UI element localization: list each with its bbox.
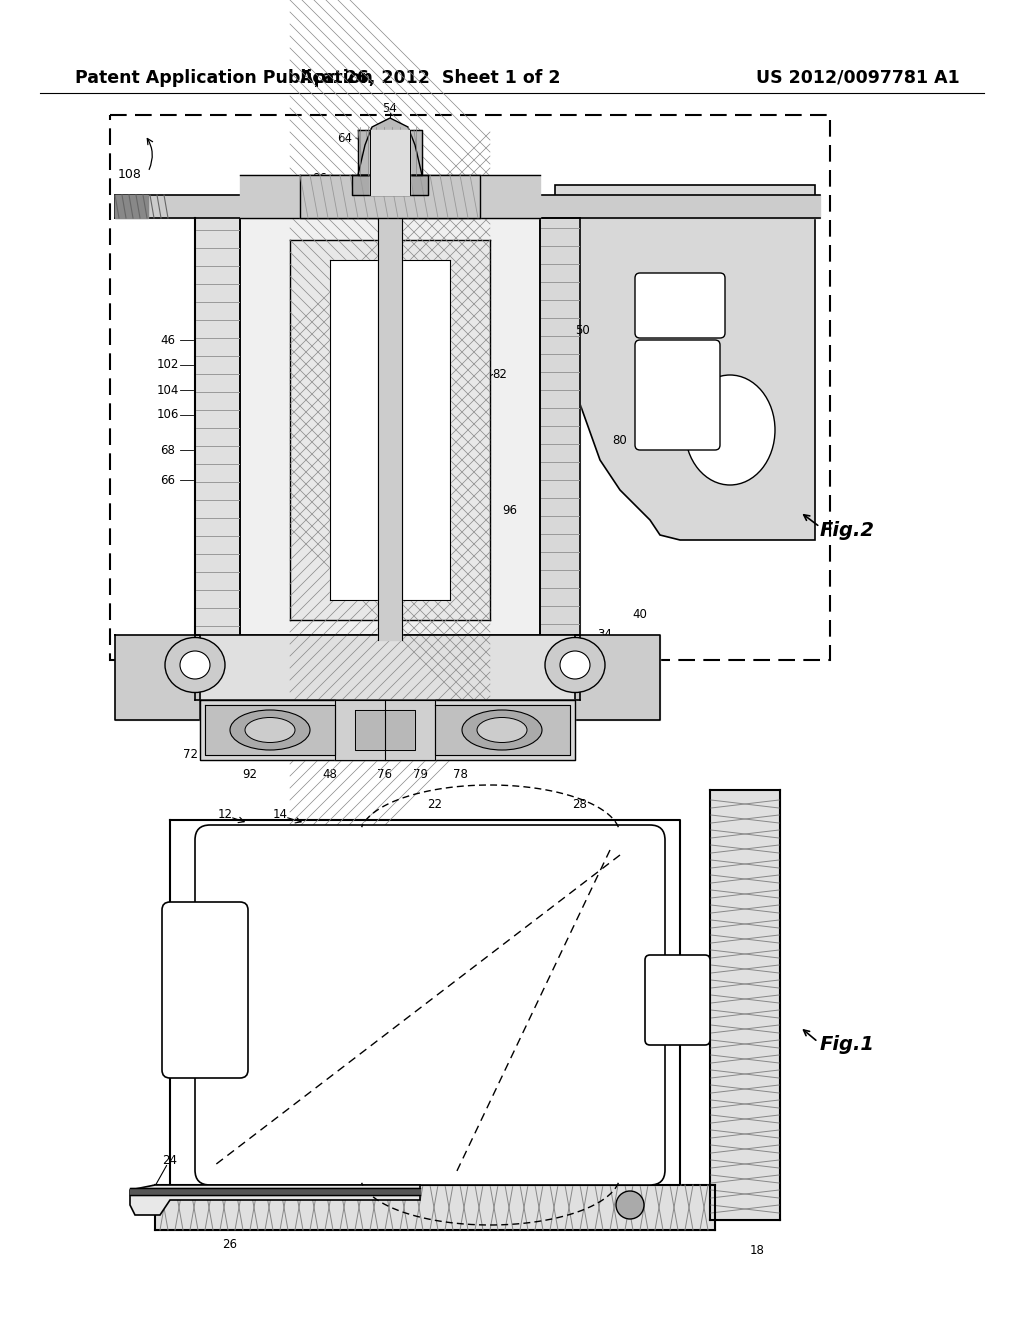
Text: 30: 30 — [338, 913, 352, 927]
Ellipse shape — [560, 651, 590, 678]
Polygon shape — [555, 185, 815, 540]
FancyBboxPatch shape — [162, 902, 248, 1078]
Polygon shape — [352, 176, 428, 195]
Text: Apr. 26, 2012  Sheet 1 of 2: Apr. 26, 2012 Sheet 1 of 2 — [300, 69, 560, 87]
Text: 96: 96 — [302, 483, 317, 496]
Text: 84: 84 — [362, 379, 378, 392]
Polygon shape — [130, 1188, 420, 1195]
Text: 48: 48 — [323, 768, 338, 781]
Ellipse shape — [616, 1191, 644, 1218]
Text: 38: 38 — [583, 678, 597, 692]
Text: 102: 102 — [157, 359, 179, 371]
Polygon shape — [575, 635, 660, 719]
Text: 104: 104 — [157, 384, 179, 396]
Text: 50: 50 — [575, 323, 590, 337]
Text: 94: 94 — [553, 653, 567, 667]
Text: 22: 22 — [427, 799, 442, 812]
Text: 18: 18 — [750, 1243, 765, 1257]
Text: 68: 68 — [161, 444, 175, 457]
Polygon shape — [358, 129, 422, 176]
Text: 52: 52 — [463, 413, 477, 426]
Text: Fig.1: Fig.1 — [820, 1035, 874, 1055]
Text: 46: 46 — [161, 334, 175, 346]
Polygon shape — [115, 635, 200, 719]
Polygon shape — [358, 117, 422, 176]
Ellipse shape — [230, 710, 310, 750]
Text: 80: 80 — [612, 433, 628, 446]
Ellipse shape — [245, 718, 295, 742]
Polygon shape — [170, 820, 680, 1185]
Polygon shape — [378, 218, 402, 640]
Text: 76: 76 — [378, 768, 392, 781]
Text: 16: 16 — [333, 1159, 347, 1172]
Text: 34: 34 — [598, 628, 612, 642]
Text: 26: 26 — [222, 1238, 238, 1251]
Polygon shape — [240, 176, 540, 218]
Text: 20: 20 — [617, 983, 633, 997]
Text: 92: 92 — [243, 768, 257, 781]
Text: US 2012/0097781 A1: US 2012/0097781 A1 — [757, 69, 961, 87]
Polygon shape — [240, 218, 540, 635]
Text: 88: 88 — [392, 444, 408, 457]
Text: 28: 28 — [572, 799, 588, 812]
Text: 64: 64 — [338, 132, 352, 144]
Polygon shape — [115, 195, 148, 218]
Text: 22: 22 — [198, 1134, 213, 1147]
Polygon shape — [710, 789, 780, 1220]
Text: 86: 86 — [312, 172, 328, 185]
Text: 90: 90 — [140, 709, 156, 722]
Ellipse shape — [545, 638, 605, 693]
FancyBboxPatch shape — [635, 273, 725, 338]
Text: 66: 66 — [161, 474, 175, 487]
Polygon shape — [290, 240, 490, 620]
Text: 12: 12 — [217, 808, 232, 821]
Text: Patent Application Publication: Patent Application Publication — [75, 69, 373, 87]
Text: 78: 78 — [453, 768, 467, 781]
Polygon shape — [335, 700, 435, 760]
Polygon shape — [330, 260, 450, 601]
Text: 54: 54 — [383, 102, 397, 115]
Text: 32: 32 — [472, 983, 487, 997]
Polygon shape — [195, 635, 580, 700]
Ellipse shape — [180, 651, 210, 678]
Text: 72: 72 — [182, 748, 198, 762]
Polygon shape — [540, 218, 580, 635]
Polygon shape — [355, 710, 415, 750]
Text: 79: 79 — [413, 768, 427, 781]
Polygon shape — [155, 1185, 715, 1230]
Text: Fig.2: Fig.2 — [820, 520, 874, 540]
FancyBboxPatch shape — [195, 825, 665, 1185]
Text: 108: 108 — [118, 169, 142, 181]
Text: 14: 14 — [272, 808, 288, 821]
Polygon shape — [300, 176, 480, 218]
Text: 42: 42 — [453, 194, 468, 206]
Polygon shape — [370, 129, 410, 195]
Text: 56: 56 — [153, 668, 168, 681]
Ellipse shape — [477, 718, 527, 742]
Text: 106: 106 — [157, 408, 179, 421]
FancyBboxPatch shape — [635, 341, 720, 450]
Text: 10: 10 — [453, 1162, 467, 1175]
FancyBboxPatch shape — [110, 115, 830, 660]
Text: 96: 96 — [503, 503, 517, 516]
FancyBboxPatch shape — [645, 954, 710, 1045]
Polygon shape — [200, 700, 575, 760]
Polygon shape — [195, 218, 240, 640]
Text: 24: 24 — [163, 1154, 177, 1167]
Text: 40: 40 — [633, 609, 647, 622]
Ellipse shape — [165, 638, 225, 693]
Text: 82: 82 — [493, 368, 508, 381]
Ellipse shape — [685, 375, 775, 484]
Polygon shape — [205, 705, 335, 755]
Ellipse shape — [462, 710, 542, 750]
Text: 62: 62 — [503, 194, 517, 206]
Polygon shape — [435, 705, 570, 755]
Polygon shape — [130, 1185, 420, 1214]
